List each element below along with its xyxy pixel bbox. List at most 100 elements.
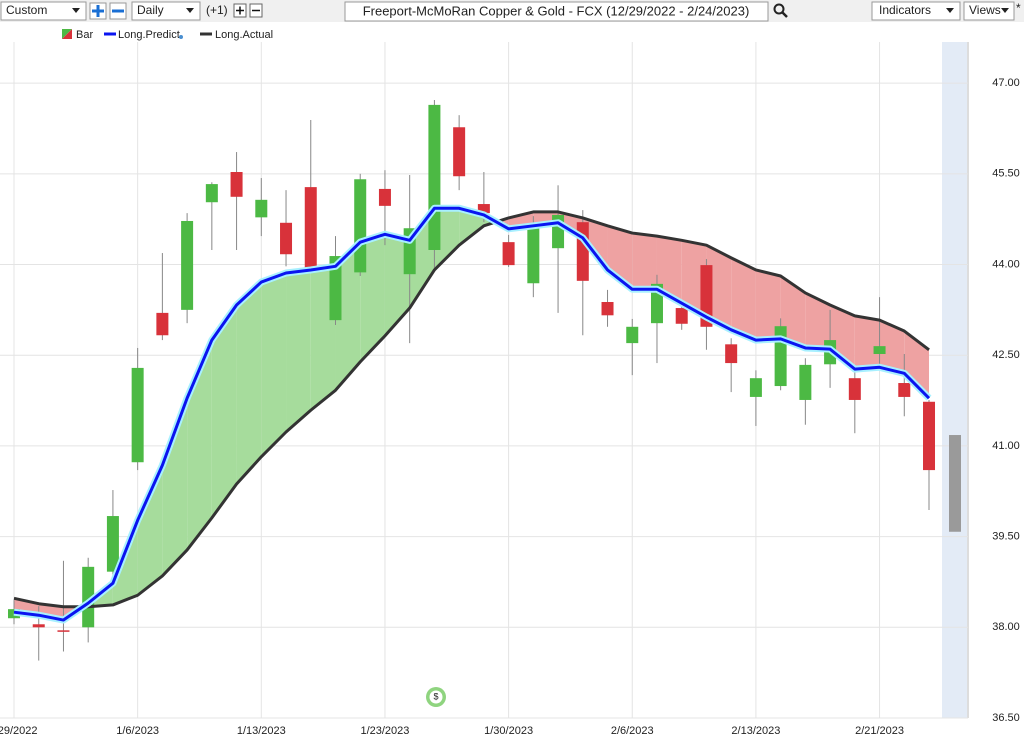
- legend-label: Bar: [76, 29, 93, 41]
- legend: Bar Long.Predict Long.Actual: [62, 29, 273, 41]
- line: [13, 210, 930, 609]
- marks: $: [8, 100, 961, 707]
- forecast-bar: [949, 435, 961, 532]
- interval: Daily: [137, 3, 164, 17]
- band-fill: [335, 242, 361, 391]
- views: Views: [969, 3, 1001, 17]
- toolbar: Custom Daily (+1) Freeport-McMoRan Coppe…: [0, 0, 1024, 22]
- candle-body: [675, 308, 688, 324]
- band-fill: [434, 208, 460, 270]
- marker: $: [433, 691, 438, 701]
- plus-icon: [92, 5, 104, 17]
- symbol-box[interactable]: [344, 1, 769, 22]
- indicators-select[interactable]: [871, 1, 961, 21]
- candle-body: [156, 312, 169, 336]
- band-fill: [656, 236, 682, 304]
- candle-body: [57, 630, 70, 632]
- period: Custom: [6, 3, 47, 17]
- candle-body: [749, 378, 762, 397]
- legend-dot: [179, 35, 183, 39]
- candle-body: [799, 364, 812, 400]
- band-fill: [236, 282, 262, 484]
- grid: 36.50 38.00 39.50 41.00 42.50 44.00 45.50 47.00…: [0, 42, 1020, 737]
- band-fill: [459, 208, 484, 246]
- candle-body: [576, 222, 589, 281]
- x-tick-label: 1/23/2023: [360, 725, 409, 737]
- x-tick-label: 1/13/2023: [237, 725, 286, 737]
- candle-body: [453, 127, 466, 177]
- y-tick-label: 42.50: [992, 349, 1020, 361]
- band-fill: [805, 292, 831, 350]
- candle-body: [280, 222, 293, 255]
- legend-label: Long.Actual: [215, 29, 273, 41]
- step: (+1): [206, 3, 228, 17]
- candle-body: [700, 265, 713, 327]
- band-fill: [211, 305, 237, 518]
- arrow: [72, 8, 80, 13]
- candle-body: [181, 220, 194, 310]
- x-tick-label: 12/29/2022: [0, 725, 38, 737]
- y-tick-label: 47.00: [992, 77, 1020, 89]
- band-fill: [310, 266, 336, 411]
- band-fill: [162, 398, 188, 576]
- candle-body: [725, 344, 738, 364]
- legend-label: Long.Predict: [118, 29, 180, 41]
- y-tick-label: 45.50: [992, 168, 1020, 180]
- search-icon[interactable]: [773, 3, 785, 15]
- band-fill: [632, 233, 657, 290]
- views-select[interactable]: [963, 1, 1015, 21]
- candle-body: [378, 188, 391, 206]
- y-tick-label: 38.00: [992, 621, 1020, 633]
- x-tick-label: 1/30/2023: [484, 725, 533, 737]
- candle-body: [255, 199, 268, 218]
- chart-title: Freeport-McMoRan Copper & Gold - FCX (12…: [363, 3, 750, 18]
- candle-body: [205, 184, 218, 203]
- y-tick-label: 36.50: [992, 712, 1020, 724]
- candle-body: [923, 401, 936, 471]
- band-fill: [384, 234, 410, 336]
- candle-body: [774, 326, 787, 387]
- x-tick-label: 2/6/2023: [611, 725, 654, 737]
- indicators: Indicators: [879, 3, 931, 17]
- candle-body: [873, 346, 886, 354]
- x-tick-label: 2/21/2023: [855, 725, 904, 737]
- candle-body: [626, 326, 639, 344]
- band-fill: [137, 465, 163, 596]
- candle-body: [82, 566, 95, 628]
- candle-body: [354, 179, 367, 273]
- candle-body: [304, 187, 317, 269]
- candle-body: [230, 172, 243, 197]
- y-tick-label: 44.00: [992, 258, 1020, 270]
- band-fill: [706, 245, 732, 330]
- candle-body: [527, 225, 540, 284]
- candle-body: [477, 204, 490, 214]
- band-fill: [780, 276, 806, 348]
- marker-icon: [429, 690, 443, 704]
- band-fill: [360, 234, 385, 362]
- band-fill: [286, 269, 311, 432]
- candle-body: [898, 383, 911, 397]
- period-select[interactable]: [0, 1, 87, 21]
- band-fill: [681, 240, 707, 318]
- candle-body: [32, 624, 45, 628]
- plus-icon: [236, 6, 244, 15]
- x-tick-label: 2/13/2023: [731, 725, 780, 737]
- candle-body: [848, 378, 861, 400]
- candle-body: [329, 256, 342, 321]
- future-band: [942, 42, 967, 718]
- arrow: [946, 8, 954, 13]
- fills: [14, 208, 930, 621]
- candle-body: [106, 516, 119, 572]
- band-fill: [879, 320, 905, 374]
- band-fill: [731, 257, 756, 341]
- interval-select[interactable]: [131, 1, 201, 21]
- arrow: [186, 8, 194, 13]
- candle-body: [131, 367, 144, 463]
- x-tick-label: 1/6/2023: [116, 725, 159, 737]
- line: [13, 206, 931, 622]
- band-fill: [755, 269, 781, 341]
- y-tick-label: 41.00: [992, 440, 1020, 452]
- band-fill: [261, 272, 287, 457]
- band-fill: [854, 315, 880, 370]
- candle-body: [601, 302, 614, 316]
